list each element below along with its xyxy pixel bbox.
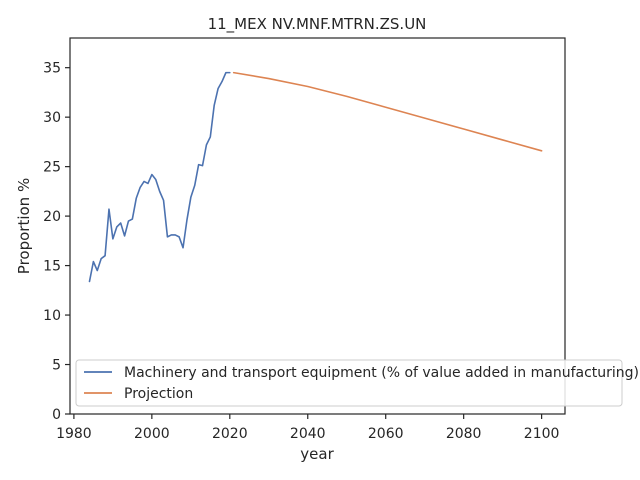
series-line-1 [232, 71, 543, 152]
x-tick-label: 2080 [446, 426, 482, 442]
x-tick-label: 2100 [524, 426, 560, 442]
x-tick-label: 2020 [212, 426, 248, 442]
y-tick-label: 5 [52, 358, 61, 374]
x-tick-label: 2040 [290, 426, 326, 442]
x-tick-label: 1980 [56, 426, 92, 442]
legend-frame [75, 359, 623, 407]
y-tick-label: 10 [43, 308, 61, 324]
y-axis-title: Proportion % [15, 178, 33, 274]
y-tick-label: 15 [43, 259, 61, 275]
series-line-0 [88, 71, 231, 283]
y-tick-label: 25 [43, 160, 61, 176]
y-tick-label: 0 [52, 407, 61, 423]
x-tick-label: 2060 [368, 426, 404, 442]
y-tick-label: 20 [43, 209, 61, 225]
plot-area: 1980 2000 2020 2040 2060 2080 2100 0 5 10 15 20 25 30… [43, 37, 566, 442]
y-tick-label: 35 [43, 61, 61, 77]
chart-title: 11_MEX NV.MNF.MTRN.ZS.UN [208, 15, 427, 34]
x-tick-label: 2000 [134, 426, 170, 442]
legend: Machinery and transport equipment (% of … [75, 359, 639, 407]
x-axis-title: year [300, 445, 334, 463]
axes-frame [69, 37, 566, 415]
y-tick-label: 30 [43, 110, 61, 126]
legend-label-0: Machinery and transport equipment (% of … [124, 365, 639, 381]
legend-label-1: Projection [124, 386, 193, 402]
